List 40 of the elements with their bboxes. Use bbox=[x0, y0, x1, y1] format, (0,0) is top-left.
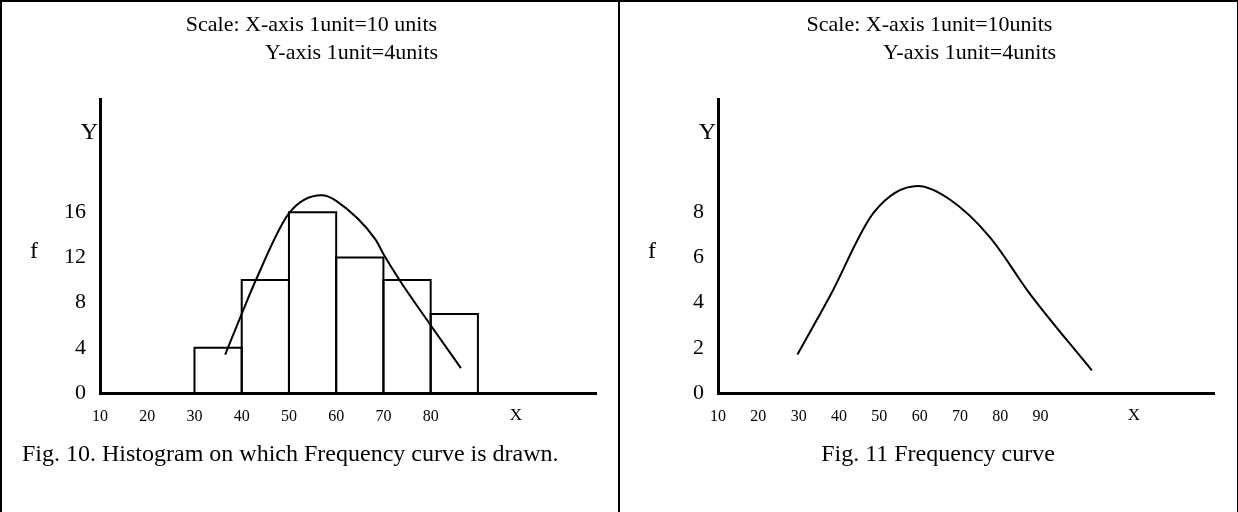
x-tick-label: 80 bbox=[422, 406, 439, 424]
y-tick-label: 12 bbox=[64, 243, 86, 269]
caption: Fig. 10. Histogram on which Frequency curve is drawn. bbox=[22, 439, 560, 468]
y-tick-label: 8 bbox=[75, 288, 86, 314]
y-tick-label: 8 bbox=[693, 197, 704, 223]
x-tick-label: 40 bbox=[830, 406, 847, 424]
chart-subtitle: Y-axis 1unit=4units bbox=[881, 38, 1058, 66]
x-tick-label: 30 bbox=[790, 406, 807, 424]
x-tick-label: 60 bbox=[328, 406, 345, 424]
y-tick-label: 4 bbox=[693, 288, 704, 314]
x-tick-label: 20 bbox=[750, 406, 767, 424]
x-axis-title: X bbox=[509, 404, 523, 424]
x-tick-label: 60 bbox=[911, 406, 928, 424]
x-tick-label: 50 bbox=[871, 406, 888, 424]
x-tick-label: 10 bbox=[92, 406, 108, 424]
y-axis-title: Y bbox=[80, 118, 98, 145]
x-tick-label: 80 bbox=[992, 406, 1009, 424]
x-axis-title: X bbox=[1127, 404, 1141, 424]
x-tick-label: 70 bbox=[375, 406, 392, 424]
chart-title: Scale: X-axis 1unit=10 units bbox=[184, 10, 439, 38]
x-tick-label: 30 bbox=[186, 406, 203, 424]
y-tick-label: 16 bbox=[64, 197, 86, 223]
y-tick-label: 4 bbox=[75, 333, 86, 359]
chart-title: Scale: X-axis 1unit=10units bbox=[805, 10, 1054, 38]
y-tick-label: 2 bbox=[693, 333, 704, 359]
line-series bbox=[796, 184, 1093, 372]
x-tick-label: 20 bbox=[139, 406, 156, 424]
y-tick-label: 0 bbox=[75, 378, 86, 404]
x-tick-label: 50 bbox=[280, 406, 297, 424]
text: f bbox=[30, 237, 38, 264]
chart-subtitle: Y-axis 1unit=4units bbox=[263, 38, 440, 66]
y-tick-label: 6 bbox=[693, 243, 704, 269]
y-tick-label: 0 bbox=[693, 378, 704, 404]
caption: Fig. 11 Frequency curve bbox=[820, 439, 1056, 468]
text: f bbox=[648, 237, 656, 264]
y-axis-title: Y bbox=[698, 118, 716, 145]
x-tick-label: 10 bbox=[710, 406, 726, 424]
x-tick-label: 90 bbox=[1032, 406, 1049, 424]
x-tick-label: 40 bbox=[233, 406, 250, 424]
x-tick-label: 70 bbox=[951, 406, 968, 424]
